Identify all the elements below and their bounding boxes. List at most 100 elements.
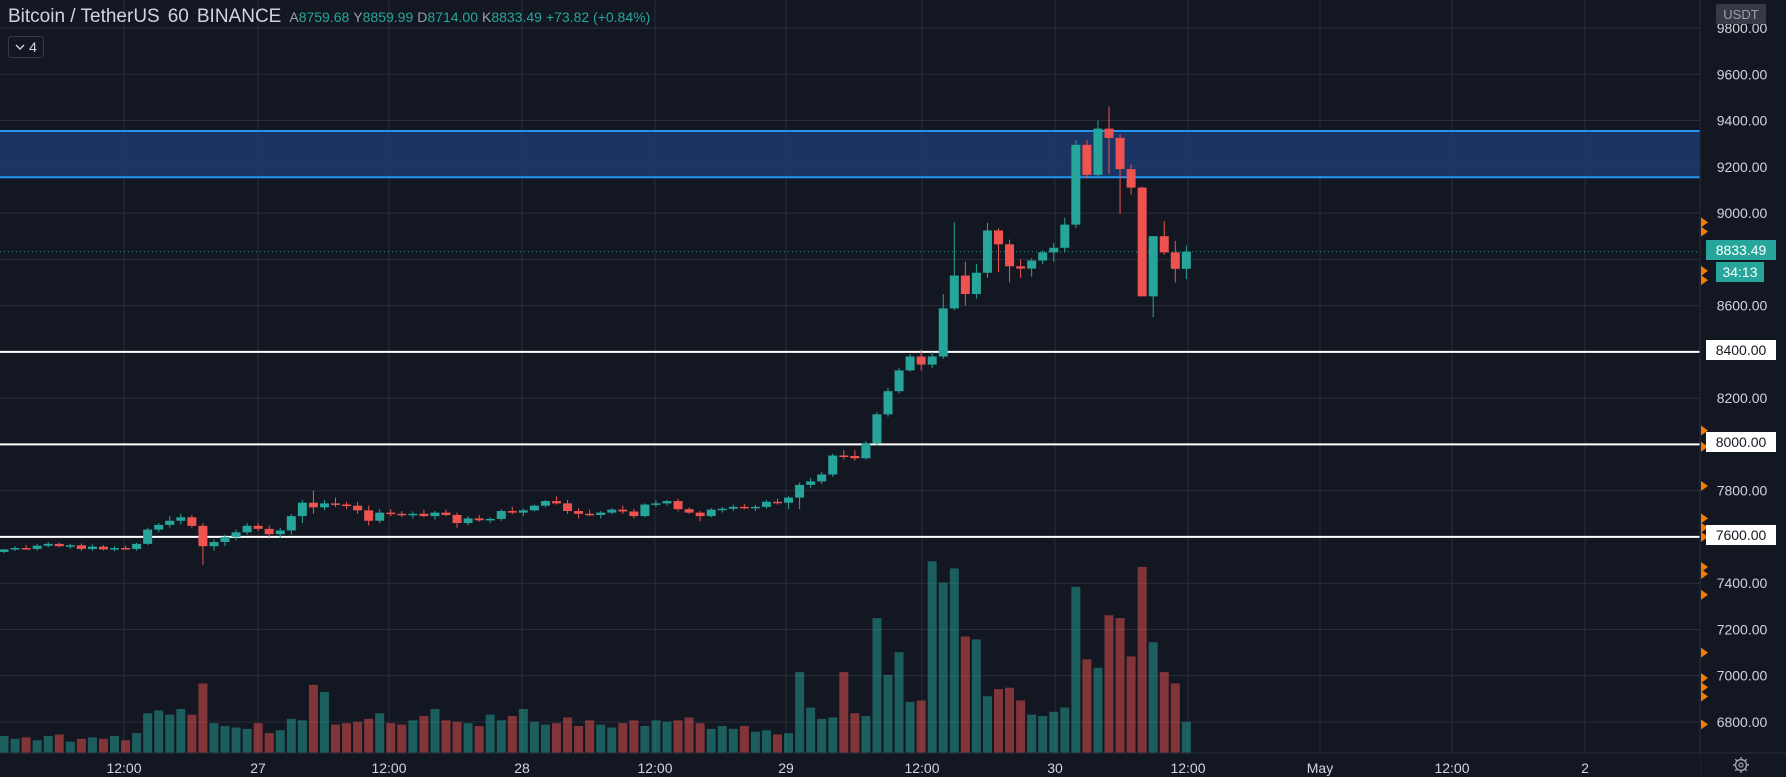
candle-body[interactable] [87,546,97,549]
alert-marker[interactable] [1701,682,1708,693]
candle-body[interactable] [574,511,584,514]
candle-body[interactable] [220,536,230,543]
alert-marker[interactable] [1701,226,1708,237]
candle-body[interactable] [353,505,363,511]
symbol-name[interactable]: Bitcoin / TetherUS [8,6,160,27]
price-axis[interactable] [1700,0,1786,777]
candle-body[interactable] [607,509,617,513]
candle-body[interactable] [706,509,716,517]
candle-body[interactable] [1126,169,1136,188]
candle-body[interactable] [132,543,142,549]
candle-body[interactable] [1027,260,1037,269]
candle-body[interactable] [817,474,827,482]
indicators-toggle-button[interactable]: 4 [8,36,44,58]
candle-body[interactable] [673,501,683,510]
candle-body[interactable] [761,501,771,507]
candle-body[interactable] [1016,266,1026,269]
candle-body[interactable] [563,503,573,512]
candle-body[interactable] [507,511,517,513]
candle-body[interactable] [154,524,164,530]
candle-body[interactable] [795,484,805,498]
candle-body[interactable] [596,512,606,515]
alert-marker[interactable] [1701,425,1708,436]
alert-marker[interactable] [1701,719,1708,730]
candle-body[interactable] [850,455,860,459]
candle-body[interactable] [662,501,672,504]
gear-icon[interactable] [1732,756,1750,774]
candle-body[interactable] [861,443,871,459]
candle-body[interactable] [695,512,705,517]
candle-body[interactable] [784,497,794,503]
candle-body[interactable] [319,503,329,508]
candle-body[interactable] [165,520,175,525]
candle-body[interactable] [43,543,53,546]
candle-body[interactable] [253,525,263,529]
candle-body[interactable] [1082,144,1092,175]
alert-marker[interactable] [1701,217,1708,228]
time-axis[interactable] [0,753,1700,777]
candle-body[interactable] [0,549,9,552]
candle-body[interactable] [1104,128,1114,138]
candle-body[interactable] [1038,252,1048,261]
alert-marker[interactable] [1701,589,1708,600]
candle-body[interactable] [728,506,738,509]
candle-body[interactable] [485,518,495,521]
candle-body[interactable] [651,503,661,505]
candle-body[interactable] [585,513,595,516]
candle-body[interactable] [938,308,948,357]
candle-body[interactable] [496,511,506,519]
alert-marker[interactable] [1701,522,1708,533]
candle-body[interactable] [386,512,396,515]
resistance-zone[interactable] [0,130,1700,178]
candle-body[interactable] [308,502,318,508]
candle-body[interactable] [143,529,153,544]
candle-body[interactable] [10,548,20,550]
candle-body[interactable] [684,509,694,513]
candle-body[interactable] [286,516,296,531]
candle-body[interactable] [242,525,252,533]
alert-marker[interactable] [1701,673,1708,684]
candle-body[interactable] [640,504,650,517]
candle-body[interactable] [430,512,440,517]
candle-body[interactable] [828,455,838,475]
candle-body[interactable] [629,511,639,517]
candle-body[interactable] [552,501,561,504]
candle-body[interactable] [76,545,86,549]
candle-body[interactable] [949,275,959,309]
candle-body[interactable] [198,525,208,547]
candle-body[interactable] [342,504,352,507]
candle-body[interactable] [529,505,539,511]
candle-body[interactable] [65,545,75,547]
candle-body[interactable] [275,530,285,535]
candle-body[interactable] [883,391,893,415]
candle-body[interactable] [982,230,992,273]
candle-body[interactable] [540,501,550,506]
candle-body[interactable] [32,545,42,549]
candle-body[interactable] [408,513,418,516]
candle-body[interactable] [1148,236,1158,297]
candle-body[interactable] [773,501,782,504]
candle-body[interactable] [960,275,970,295]
candle-body[interactable] [905,356,915,371]
candle-body[interactable] [618,509,628,512]
candle-body[interactable] [1159,236,1169,253]
candle-body[interactable] [419,513,429,517]
candle-body[interactable] [971,272,981,295]
candle-body[interactable] [209,542,219,547]
candle-body[interactable] [1181,251,1191,269]
candle-body[interactable] [1093,128,1103,175]
candle-body[interactable] [474,518,484,521]
alert-marker[interactable] [1701,275,1708,286]
currency-unit-badge[interactable]: USDT [1716,4,1766,24]
candle-body[interactable] [1060,224,1070,248]
candle-body[interactable] [176,517,186,521]
candle-body[interactable] [916,356,926,365]
candle-body[interactable] [264,528,274,535]
candle-body[interactable] [1049,247,1059,253]
candle-body[interactable] [894,370,904,392]
alert-marker[interactable] [1701,647,1708,658]
candle-body[interactable] [231,532,241,537]
alert-marker[interactable] [1701,531,1708,542]
candle-body[interactable] [54,543,64,547]
